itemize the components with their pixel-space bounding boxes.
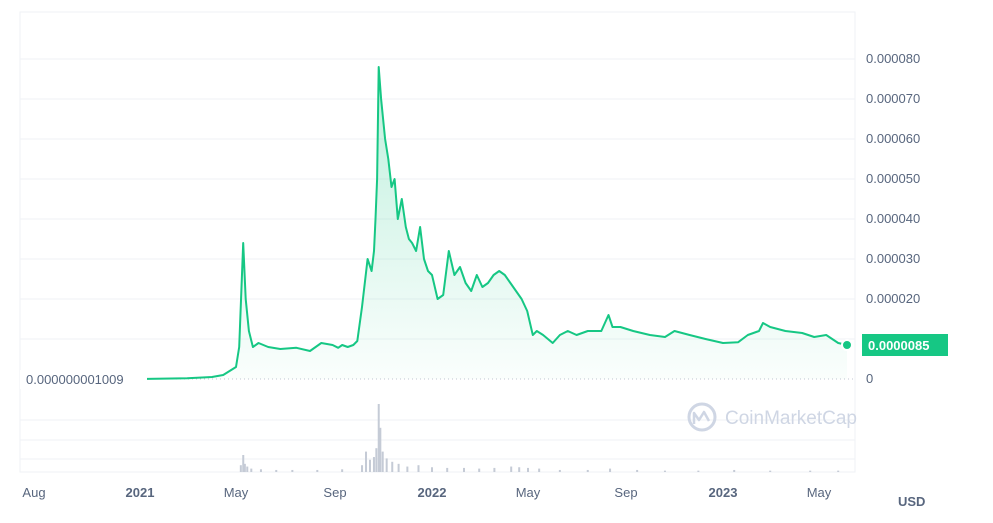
volume-bar: [493, 467, 496, 472]
volume-bar: [250, 468, 253, 472]
x-tick-label: May: [516, 485, 541, 500]
watermark-text: CoinMarketCap: [725, 408, 857, 429]
volume-bar: [558, 469, 561, 472]
volume-bar: [527, 467, 529, 472]
x-tick-label: 2023: [709, 485, 738, 500]
start-price-badge: [20, 370, 147, 389]
volume-bar: [663, 470, 666, 472]
volume-bar: [361, 465, 364, 472]
volume-bar: [397, 463, 400, 472]
x-tick-label: Aug: [22, 485, 45, 500]
volume-bar: [431, 467, 433, 472]
volume-bar: [518, 467, 521, 472]
price-line[interactable]: [139, 66, 848, 380]
volume-bars: [239, 404, 840, 472]
chart-grid: [20, 58, 855, 460]
volume-bar: [463, 467, 465, 472]
current-price-dot[interactable]: [841, 339, 853, 351]
volume-bar: [538, 468, 541, 472]
y-tick-label: 0.000070: [866, 91, 920, 106]
volume-bar: [291, 469, 294, 472]
volume-bar: [609, 468, 612, 472]
y-tick-label: 0.000080: [866, 51, 920, 66]
coinmarketcap-logo-icon: [687, 402, 717, 432]
start-price-text: 0.000000001009: [26, 372, 124, 387]
volume-bar: [239, 465, 242, 472]
y-axis: 0 0.000020 0.000030 0.000040 0.000050 0.00006…: [866, 51, 920, 386]
volume-bar: [381, 451, 384, 472]
volume-bar: [510, 466, 513, 472]
x-tick-label: Sep: [614, 485, 637, 500]
coinmarketcap-watermark: CoinMarketCap: [687, 402, 857, 432]
volume-bar: [242, 455, 245, 472]
x-tick-label: 2021: [126, 485, 155, 500]
volume-bar: [417, 465, 420, 472]
volume-bar: [368, 459, 371, 472]
y-tick-label: 0.000050: [866, 171, 920, 186]
current-price-label: 0.0000085: [862, 334, 948, 356]
y-tick-label: 0.000040: [866, 211, 920, 226]
volume-bar: [837, 470, 840, 472]
volume-bar: [446, 467, 449, 472]
current-price-text: 0.0000085: [868, 338, 929, 353]
volume-bar: [733, 469, 736, 472]
x-tick-label: 2022: [418, 485, 447, 500]
y-tick-label: 0.000060: [866, 131, 920, 146]
start-price-label: 0.000000001009: [20, 370, 147, 389]
volume-bar: [275, 469, 278, 472]
x-axis: Aug 2021 May Sep 2022 May Sep 2023 May: [22, 485, 831, 500]
volume-bar: [385, 458, 388, 472]
volume-bar: [391, 461, 394, 472]
coinmarketcap-logo-mark: [692, 410, 711, 424]
volume-bar: [478, 468, 481, 472]
volume-bar: [769, 470, 772, 472]
y-tick-label: 0.000030: [866, 251, 920, 266]
volume-bar: [377, 404, 380, 472]
volume-bar: [406, 466, 409, 472]
current-price-badge: [862, 334, 948, 356]
y-tick-label: 0: [866, 371, 873, 386]
price-area: [140, 67, 847, 379]
volume-bar: [341, 469, 344, 472]
volume-bar: [372, 457, 375, 472]
y-tick-label: 0.000020: [866, 291, 920, 306]
volume-bar: [809, 470, 812, 472]
x-tick-label: May: [807, 485, 832, 500]
currency-label: USD: [898, 494, 925, 509]
x-tick-label: Sep: [323, 485, 346, 500]
chart-frame: [19, 11, 856, 473]
volume-bar: [243, 463, 246, 472]
volume-bar: [259, 469, 262, 472]
volume-bar: [246, 466, 249, 472]
volume-bar: [316, 469, 319, 472]
x-tick-label: May: [224, 485, 249, 500]
volume-bar: [375, 448, 378, 472]
volume-bar: [379, 427, 382, 472]
volume-bar: [365, 451, 368, 472]
volume-bar: [586, 469, 589, 472]
volume-bar: [636, 469, 639, 472]
volume-bar: [697, 470, 700, 472]
